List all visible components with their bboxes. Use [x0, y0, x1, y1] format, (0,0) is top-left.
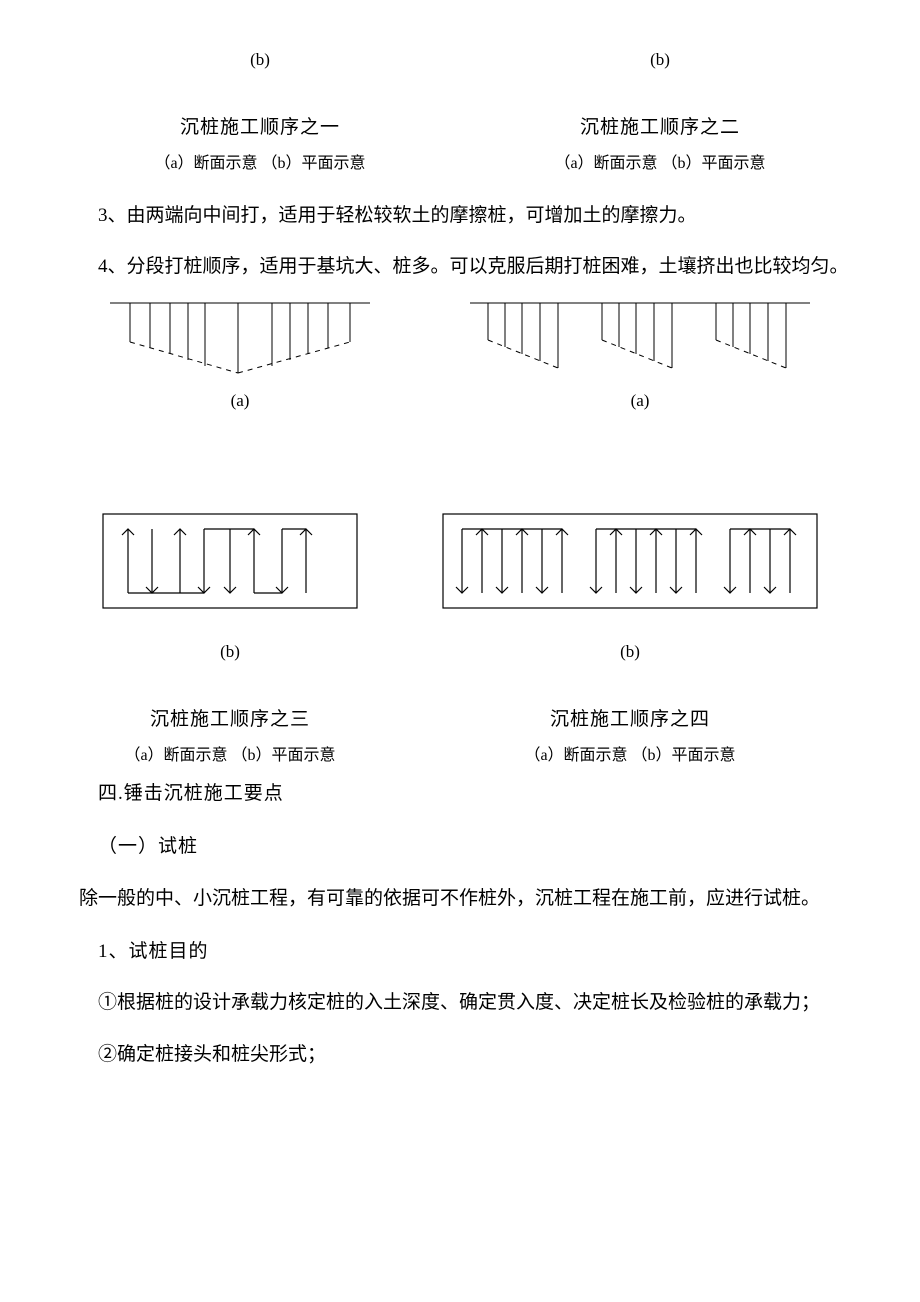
- diag3-a-cell: (a): [110, 298, 370, 411]
- top-left-col: (b) 沉桩施工顺序之一 （a）断面示意 （b）平面示意: [80, 50, 440, 173]
- a-diagram-row: (a) (a): [60, 298, 860, 411]
- fig-title-4: 沉桩施工顺序之四: [440, 704, 820, 731]
- section-4-head: 四.锤击沉桩施工要点: [60, 769, 860, 818]
- item-1a: ①根据桩的设计承载力核定桩的入土深度、确定贯入度、决定桩长及检验桩的承载力；: [60, 978, 860, 1027]
- fig-sub-4: （a）断面示意 （b）平面示意: [440, 741, 820, 765]
- diag3-a-label: (a): [110, 391, 370, 411]
- fig-title-1: 沉桩施工顺序之一: [80, 112, 440, 139]
- diag3-b-cell: (b) 沉桩施工顺序之三 （a）断面示意 （b）平面示意: [100, 511, 360, 765]
- spacer: [60, 415, 860, 505]
- diag3-a-svg: [110, 298, 370, 378]
- paragraph-a: 除一般的中、小沉桩工程，有可靠的依据可不作桩外，沉桩工程在施工前，应进行试桩。: [60, 874, 860, 923]
- diag4-a-cell: (a): [470, 298, 810, 411]
- paragraph-4: 4、分段打桩顺序，适用于基坑大、桩多。可以克服后期打桩困难，土壤挤出也比较均匀。: [60, 242, 860, 291]
- diag4-a-label: (a): [470, 391, 810, 411]
- item-1b: ②确定桩接头和桩尖形式；: [60, 1030, 860, 1079]
- diag4-b-cell: (b) 沉桩施工顺序之四 （a）断面示意 （b）平面示意: [440, 511, 820, 765]
- diag4-b-svg: [440, 511, 820, 611]
- fig-sub-1: （a）断面示意 （b）平面示意: [80, 149, 440, 173]
- diag4-b-label: (b): [440, 642, 820, 662]
- label-b-right: (b): [480, 50, 840, 70]
- top-b-row: (b) 沉桩施工顺序之一 （a）断面示意 （b）平面示意 (b) 沉桩施工顺序之…: [60, 50, 860, 173]
- item-1: 1、试桩目的: [60, 927, 860, 976]
- fig-sub-3: （a）断面示意 （b）平面示意: [100, 741, 360, 765]
- top-right-col: (b) 沉桩施工顺序之二 （a）断面示意 （b）平面示意: [480, 50, 840, 173]
- diag3-b-label: (b): [100, 642, 360, 662]
- fig-title-3: 沉桩施工顺序之三: [100, 704, 360, 731]
- subsection-1: （一）试桩: [60, 822, 860, 871]
- diag4-a-svg: [470, 298, 810, 378]
- fig-sub-2: （a）断面示意 （b）平面示意: [480, 149, 840, 173]
- b-diagram-row: (b) 沉桩施工顺序之三 （a）断面示意 （b）平面示意 (b) 沉桩施工顺序之…: [60, 511, 860, 765]
- paragraph-3: 3、由两端向中间打，适用于轻松较软土的摩擦桩，可增加土的摩擦力。: [60, 191, 860, 240]
- label-b-left: (b): [80, 50, 440, 70]
- fig-title-2: 沉桩施工顺序之二: [480, 112, 840, 139]
- diag3-b-svg: [100, 511, 360, 611]
